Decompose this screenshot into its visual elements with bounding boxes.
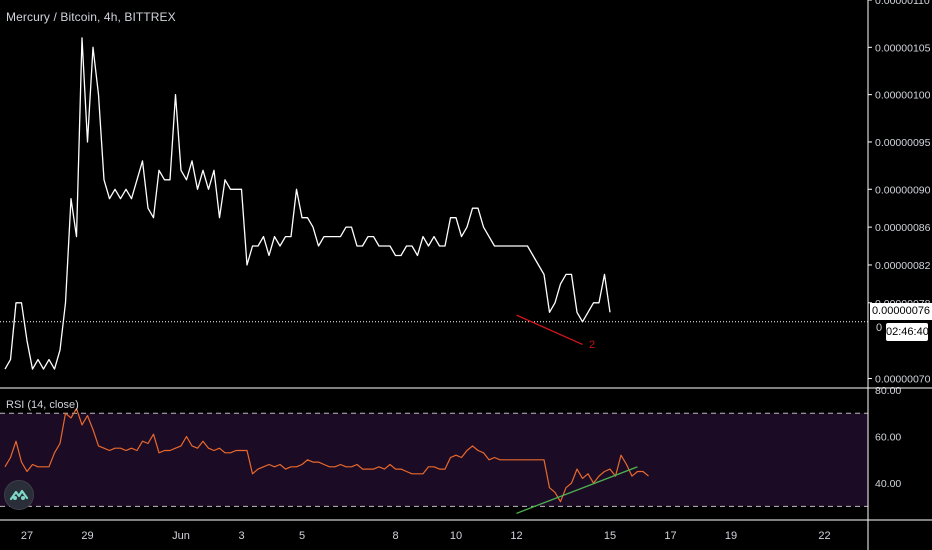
time-tick-label: 12	[510, 530, 522, 542]
price-series-layer	[4, 37, 611, 370]
rsi-band-layer	[0, 412, 868, 507]
time-axis: 27 29 Jun 3 5 8 10 12 15 17 19 22	[21, 530, 831, 542]
rsi-series-layer	[4, 408, 649, 503]
price-tick-label: 0.00000070	[875, 374, 931, 386]
time-tick-label: 27	[21, 530, 33, 542]
rsi-trendline[interactable]	[516, 466, 638, 514]
chart-title: Mercury / Bitcoin, 4h, BITTREX	[6, 10, 176, 24]
price-tick-label: 0.00000100	[875, 90, 931, 102]
rsi-band	[0, 413, 868, 507]
time-tick-label: 5	[299, 530, 305, 542]
time-tick-label: 10	[450, 530, 462, 542]
price-tick-label: 0.00000095	[875, 137, 931, 149]
rsi-title: RSI (14, close)	[6, 399, 79, 411]
time-tick-label: 15	[604, 530, 616, 542]
rsi-tick-label: 80.00	[875, 385, 901, 397]
trendline-layer	[516, 314, 638, 514]
rsi-series-line	[4, 408, 649, 503]
time-tick-label: 8	[392, 530, 398, 542]
rsi-tick-label: 60.00	[875, 432, 901, 444]
time-tick-label: 17	[664, 530, 676, 542]
annotation-label: 2	[589, 339, 595, 351]
price-series-line	[4, 37, 611, 370]
price-tick-label: 0.00000082	[875, 260, 931, 272]
time-tick-label: Jun	[172, 530, 190, 542]
price-trendline[interactable]	[516, 314, 583, 346]
price-tick-label: 0.00000086	[875, 222, 931, 234]
time-tick-label: 29	[81, 530, 93, 542]
time-tick-label: 22	[818, 530, 830, 542]
price-tick-label: 0.00000105	[875, 42, 931, 54]
brand-logo[interactable]	[4, 480, 34, 510]
rsi-tick-label: 40.00	[875, 478, 901, 490]
price-tick-label: 0.00000110	[875, 0, 930, 7]
price-tick-label: 0.00000090	[875, 184, 931, 196]
time-tick-label: 3	[238, 530, 244, 542]
time-tick-label: 19	[725, 530, 737, 542]
countdown-badge: 02:46:40	[886, 323, 929, 341]
current-price-badge: 0.00000076	[870, 303, 932, 320]
rsi-axis: 80.00 60.00 40.00	[875, 385, 901, 490]
chart-logo-icon	[9, 489, 29, 501]
price-axis-partial-label: 0	[876, 322, 883, 334]
